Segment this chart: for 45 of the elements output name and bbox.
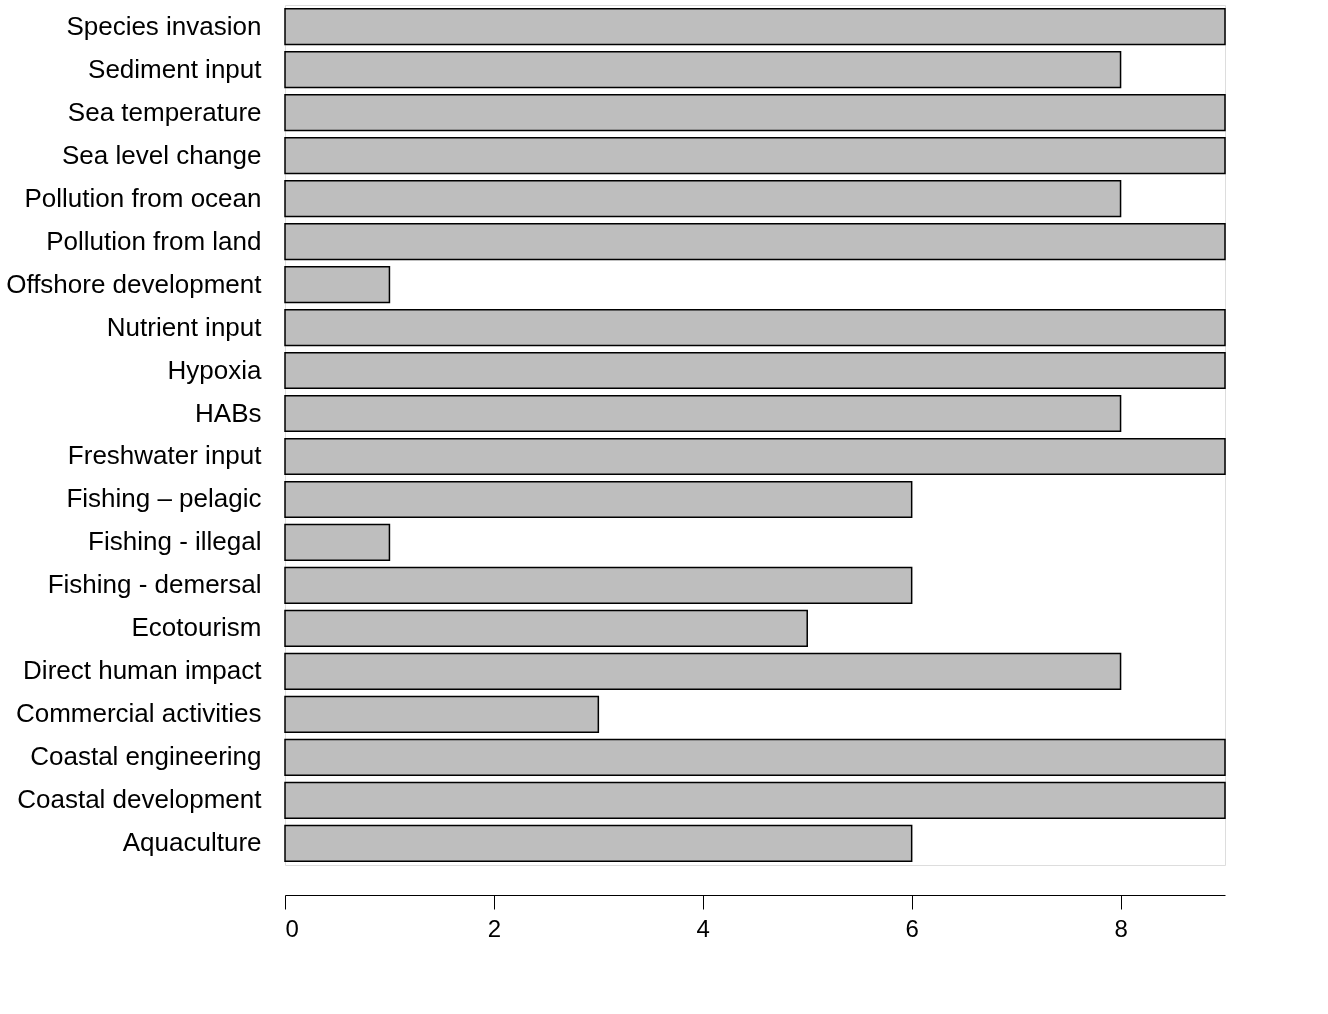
y-tick-label: Fishing - demersal: [47, 569, 262, 600]
bar: [284, 308, 1226, 347]
bar: [284, 566, 913, 605]
x-tick-label: 8: [1114, 914, 1128, 942]
y-tick-label: Pollution from land: [46, 225, 262, 256]
y-tick-label: Fishing - illegal: [88, 526, 262, 557]
y-tick-label: Nutrient input: [106, 311, 263, 342]
y-tick-label: Hypoxia: [167, 354, 263, 385]
bar: [284, 695, 600, 733]
bar: [284, 609, 808, 647]
bar: [284, 738, 1226, 776]
y-tick-label: Direct human impact: [23, 655, 263, 686]
y-tick-label: Coastal engineering: [30, 741, 262, 772]
bar: [284, 223, 1226, 261]
y-tick-label: Pollution from ocean: [24, 182, 262, 213]
y-tick-label: Sea level change: [62, 139, 262, 170]
x-tick-label: 2: [487, 914, 502, 942]
bar: [284, 652, 1122, 690]
bar: [284, 523, 391, 562]
y-tick-label: Aquaculture: [122, 827, 262, 858]
y-tick-label: Sea temperature: [67, 96, 262, 127]
bar: [284, 824, 913, 862]
y-tick-label: Species invasion: [66, 10, 262, 41]
y-tick-label: Sediment input: [88, 53, 263, 84]
bar: [284, 51, 1122, 89]
y-tick-label: Fishing – pelagic: [66, 483, 262, 514]
x-tick-label: 0: [285, 914, 299, 942]
y-tick-label: Freshwater input: [67, 440, 263, 471]
bar: [284, 265, 391, 304]
bar: [284, 351, 1226, 390]
bar: [284, 180, 1122, 218]
bar: [284, 480, 913, 519]
bar: [284, 94, 1226, 132]
y-tick-label: Coastal development: [17, 784, 263, 815]
y-tick-label: Commercial activities: [15, 698, 262, 729]
bar: [284, 781, 1226, 819]
bar: [284, 394, 1122, 433]
x-tick-label: 6: [905, 914, 919, 942]
x-tick-label: 4: [696, 914, 710, 942]
bar: [284, 437, 1226, 476]
y-tick-label: Ecotourism: [131, 612, 262, 643]
y-tick-label: HABs: [195, 397, 262, 428]
y-tick-label: Offshore development: [6, 268, 263, 299]
bar: [284, 137, 1226, 175]
bar: [284, 8, 1226, 46]
